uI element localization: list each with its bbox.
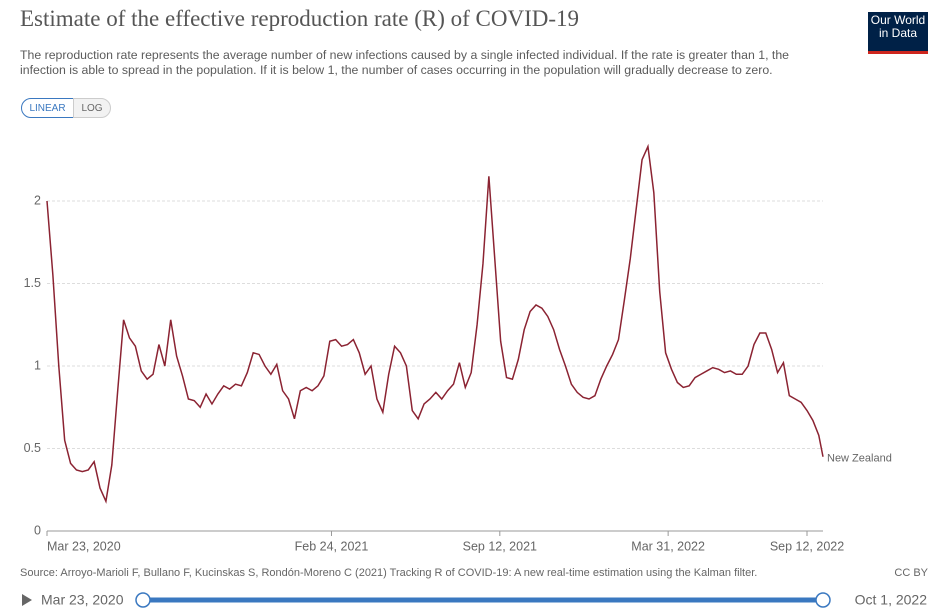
logo-line: Our World <box>870 13 926 27</box>
series-label: New Zealand <box>827 453 892 465</box>
y-tick-label: 2 <box>34 193 41 207</box>
timeline-handle[interactable] <box>815 592 831 608</box>
timeline-start: Mar 23, 2020 <box>41 592 124 608</box>
license[interactable]: CC BY <box>894 567 928 579</box>
x-tick-label: Sep 12, 2021 <box>463 539 537 553</box>
subtitle: infection is able to spread in the popul… <box>20 63 773 77</box>
title: Estimate of the effective reproduction r… <box>20 6 580 31</box>
y-tick-label: 0 <box>34 523 41 537</box>
logo-line: in Data <box>878 26 918 40</box>
subtitle: The reproduction rate represents the ave… <box>20 48 790 62</box>
x-tick-label: Mar 23, 2020 <box>47 539 121 553</box>
series-line <box>46 143 824 504</box>
x-tick-label: Feb 24, 2021 <box>295 539 369 553</box>
log-button[interactable]: LOG <box>73 98 111 118</box>
y-tick-label: 1 <box>34 358 41 372</box>
play-button[interactable] <box>22 594 32 606</box>
source: Source: Arroyo-Marioli F, Bullano F, Kuc… <box>20 567 758 579</box>
y-tick-label: 1.5 <box>24 276 41 290</box>
linear-button[interactable]: LINEAR <box>21 98 74 118</box>
logo[interactable]: Our World in Data <box>868 12 928 54</box>
x-tick-label: Sep 12, 2022 <box>770 539 844 553</box>
x-tick-label: Mar 31, 2022 <box>631 539 705 553</box>
timeline-end: Oct 1, 2022 <box>855 592 928 608</box>
timeline-handle[interactable] <box>135 592 151 608</box>
y-tick-label: 0.5 <box>24 441 41 455</box>
